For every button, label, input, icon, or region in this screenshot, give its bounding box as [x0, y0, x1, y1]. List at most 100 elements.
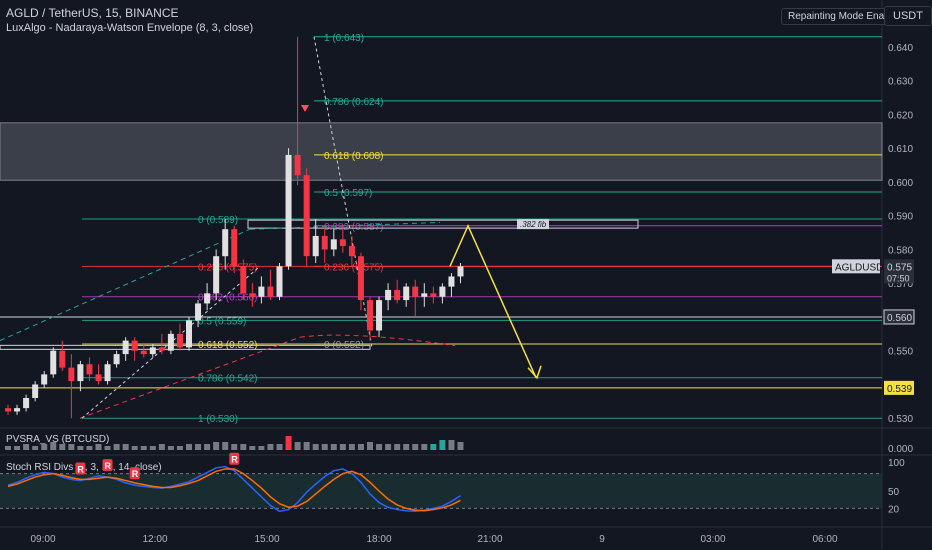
candle-body — [421, 293, 428, 297]
candle-body — [204, 293, 211, 304]
candle-body — [77, 364, 84, 382]
volume-bar — [285, 436, 292, 450]
spike-marker-icon — [301, 105, 309, 112]
price-tick: 0.610 — [888, 144, 913, 155]
candle-body — [176, 333, 183, 348]
volume-bar — [213, 442, 220, 450]
candle-body — [140, 350, 147, 355]
candle-body — [231, 229, 238, 267]
volume-bar — [41, 444, 48, 450]
time-tick: 06:00 — [812, 534, 837, 545]
divergence-marker: R — [105, 461, 112, 471]
candle-body — [294, 154, 301, 176]
volume-bar — [195, 444, 202, 450]
candle-body — [385, 289, 392, 301]
candle-body — [430, 293, 437, 297]
volume-bar — [448, 440, 455, 450]
level-badge-bg — [883, 309, 915, 325]
candle-body — [131, 340, 138, 351]
volume-bar — [68, 444, 75, 450]
volume-bar — [240, 444, 247, 450]
volume-bar — [167, 446, 174, 450]
stoch-tick: 100 — [888, 458, 905, 469]
candle-body — [439, 286, 446, 297]
divergence-marker-bg — [102, 459, 113, 472]
volume-bar — [421, 444, 428, 450]
candle-body — [113, 354, 120, 365]
candle-body — [376, 300, 383, 331]
candle-body — [95, 374, 102, 382]
candle-body — [149, 347, 156, 355]
envelope-lower — [299, 334, 456, 347]
fib-382-label: .382 fib — [520, 220, 547, 229]
volume-bar — [258, 446, 265, 450]
volume-bar — [32, 446, 39, 450]
fib-lower-label: 0.5 (0.559) — [198, 316, 246, 327]
level-box-0551 — [0, 344, 371, 350]
price-tick: 0.530 — [888, 414, 913, 425]
candle-body — [339, 239, 346, 247]
candle-body — [86, 364, 93, 375]
fib-upper-label: 0.382 (0.587) — [324, 222, 384, 233]
price-tick: 0.630 — [888, 77, 913, 88]
candle-body — [330, 239, 337, 250]
symbol-title: AGLD / TetherUS, 15, BINANCE — [6, 6, 179, 20]
price-tick: 0.640 — [888, 43, 913, 54]
fib-diagonal — [313, 36, 373, 348]
candle-body — [222, 229, 229, 257]
price-tick: 0.600 — [888, 178, 913, 189]
volume-bar — [59, 444, 66, 450]
fib-lower-label: 1 (0.530) — [198, 414, 238, 425]
candle-body — [312, 235, 319, 257]
candle-body — [213, 256, 220, 294]
candle-body — [122, 340, 129, 355]
volume-bar — [385, 444, 392, 450]
volume-bar — [131, 446, 138, 450]
candle-body — [50, 350, 57, 375]
candle-body — [59, 350, 66, 368]
volume-bar — [113, 444, 120, 450]
time-tick: 9 — [599, 534, 605, 545]
price-tick: 0.590 — [888, 212, 913, 223]
candle-body — [448, 276, 455, 287]
candle-body — [457, 266, 464, 277]
divergence-marker: R — [77, 465, 84, 475]
candle-body — [104, 364, 111, 382]
stoch-d-line — [7, 468, 461, 512]
time-left: 07:50 — [887, 273, 910, 283]
volume-bar — [367, 442, 373, 450]
fib-lower-label: 0.618 (0.552) — [198, 340, 258, 351]
volume-bar — [249, 446, 256, 450]
fib-upper-label: 0.618 (0.608) — [324, 151, 384, 162]
fib-upper-label: 1 (0.643) — [324, 33, 364, 44]
envelope-lower — [79, 336, 301, 419]
volume-title: PVSRA_VS (BTCUSD) — [6, 434, 109, 445]
candle-body — [5, 408, 11, 412]
fib-upper-label: 0.5 (0.597) — [324, 188, 372, 199]
volume-bar — [222, 442, 229, 450]
candle-body — [14, 408, 21, 412]
candle-body — [240, 266, 247, 294]
candle-body — [321, 235, 328, 250]
candle-body — [367, 300, 373, 331]
candle-body — [303, 175, 310, 257]
volume-bar — [321, 444, 328, 450]
candle-body — [412, 286, 419, 297]
candle-body — [403, 286, 410, 301]
volume-bar — [403, 444, 410, 450]
indicator-title: LuxAlgo - Nadaraya-Watson Envelope (8, 3… — [6, 22, 254, 34]
price-tick: 0.570 — [888, 279, 913, 290]
volume-bar — [158, 444, 165, 450]
candle-body — [32, 384, 39, 398]
currency-button[interactable]: USDT — [884, 6, 932, 26]
fib-upper-label: 0 (0.552) — [324, 340, 364, 351]
volume-bar — [95, 444, 102, 450]
projection-path — [449, 223, 537, 379]
candle-body — [276, 266, 283, 297]
candle-body — [186, 320, 192, 348]
candle-body — [23, 397, 30, 409]
volume-bar — [186, 444, 192, 450]
divergence-marker-bg — [75, 462, 86, 475]
